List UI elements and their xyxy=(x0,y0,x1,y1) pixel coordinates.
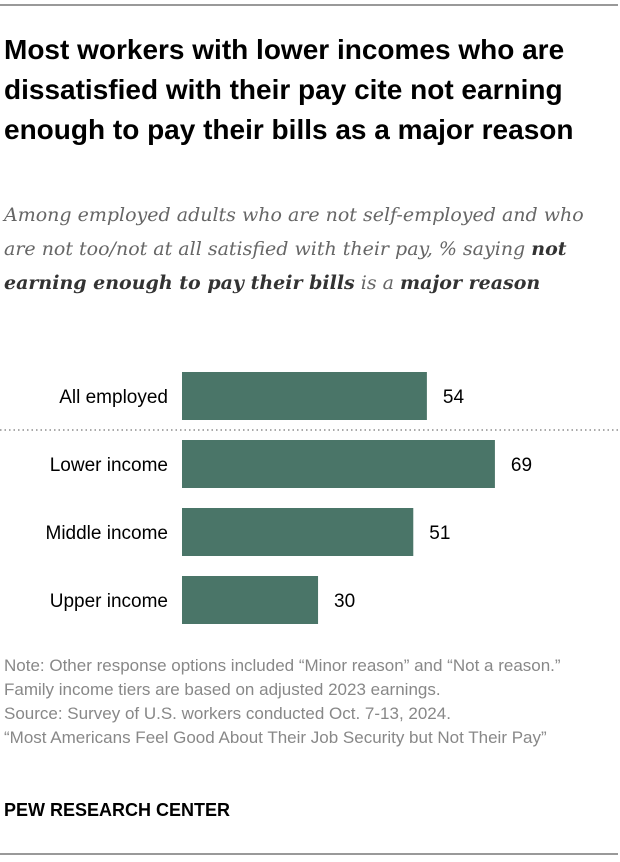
bar xyxy=(182,508,414,556)
subtitle-text: is a xyxy=(354,272,401,294)
source-text: Source: Survey of U.S. workers conducted… xyxy=(4,704,451,723)
category-label: Lower income xyxy=(50,455,168,476)
category-label: Upper income xyxy=(50,591,168,612)
category-label: All employed xyxy=(59,387,168,408)
bar xyxy=(182,440,495,488)
subtitle-text: Among employed adults who are not self-e… xyxy=(4,204,584,260)
subtitle-emphasis: not earning enough to pay their bills xyxy=(4,238,567,294)
bar xyxy=(182,576,319,624)
bar-chart: All employed 54 Lower income 69 Middle incom… xyxy=(0,372,618,624)
chart-subtitle: Among employed adults who are not self-e… xyxy=(4,198,614,300)
data-label: 54 xyxy=(443,387,465,408)
note-text: Note: Other response options included “M… xyxy=(4,656,561,699)
top-rule xyxy=(0,4,618,6)
category-label: Middle income xyxy=(46,523,169,544)
chart-title: Most workers with lower incomes who are … xyxy=(4,34,574,145)
data-label: 30 xyxy=(334,591,355,612)
data-label: 69 xyxy=(511,455,532,476)
bottom-rule xyxy=(0,853,618,855)
data-label: 51 xyxy=(429,523,450,544)
brand-logo: PEW RESEARCH CENTER xyxy=(4,800,231,820)
report-title: “Most Americans Feel Good About Their Jo… xyxy=(4,728,547,747)
bar xyxy=(182,372,427,420)
subtitle-emphasis: major reason xyxy=(400,272,541,294)
notes: Note: Other response options included “M… xyxy=(4,654,614,750)
